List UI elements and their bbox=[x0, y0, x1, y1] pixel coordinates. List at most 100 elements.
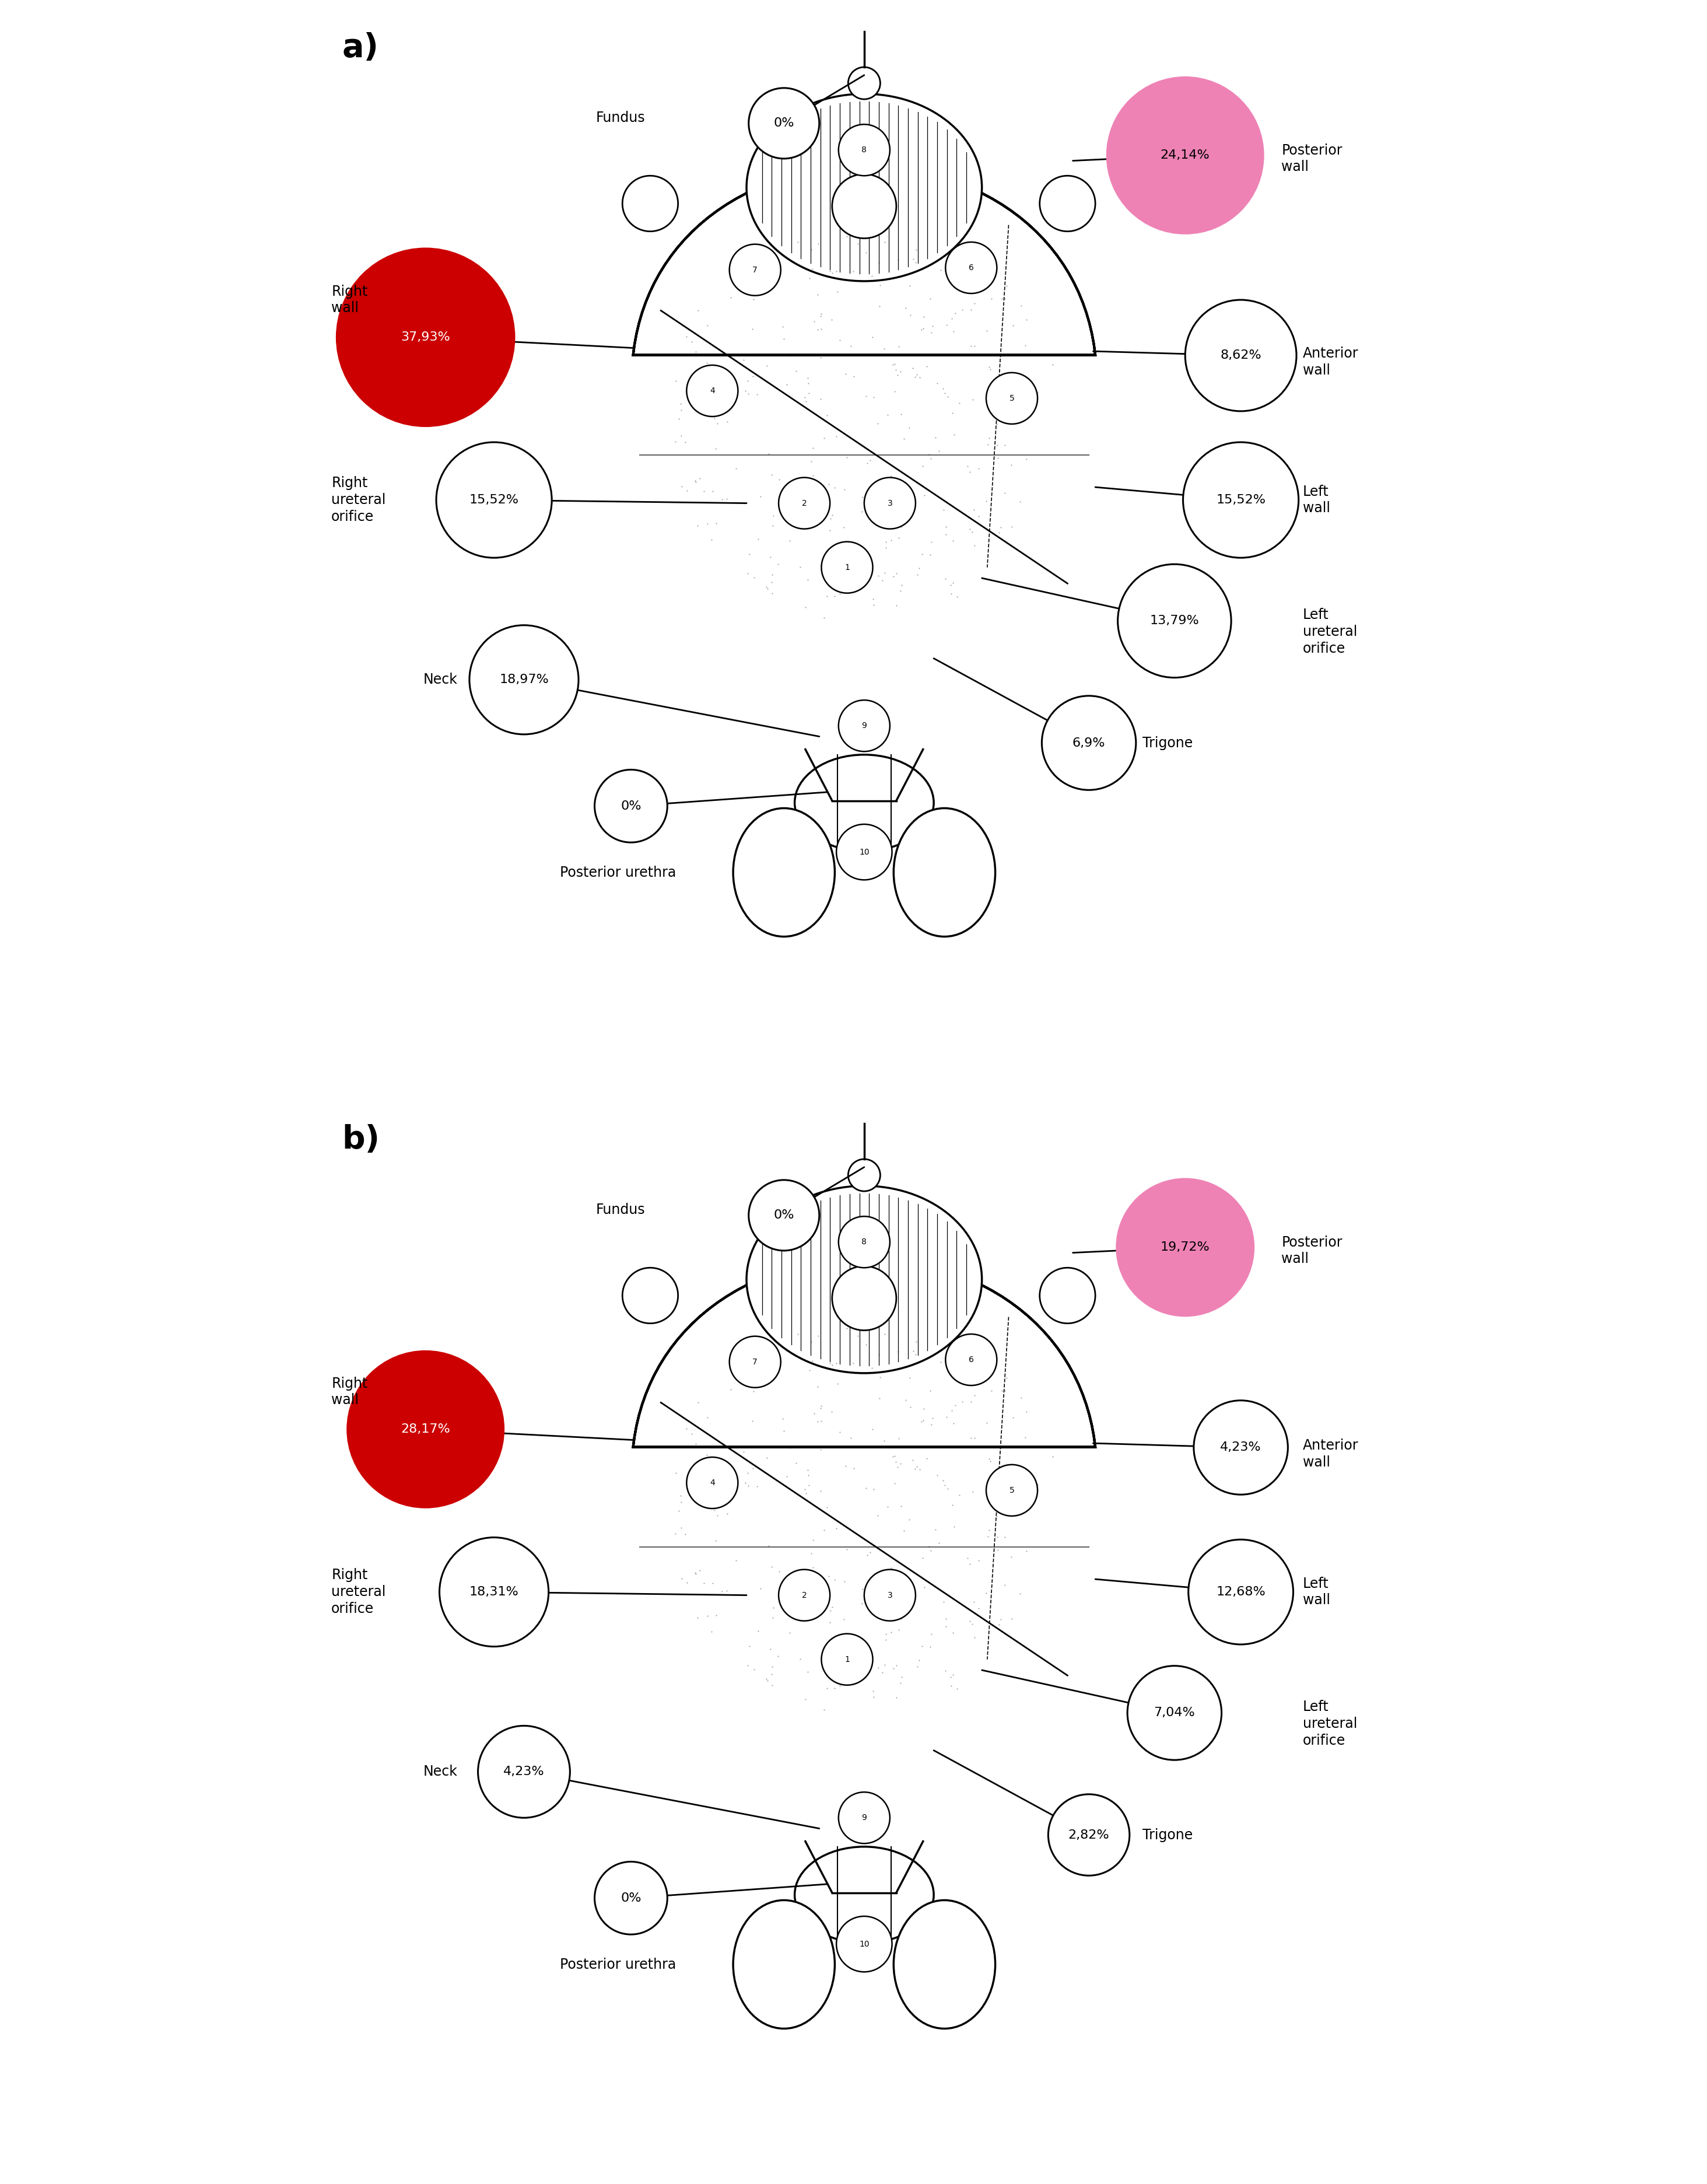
Text: Right
wall: Right wall bbox=[331, 1376, 367, 1406]
Text: 4: 4 bbox=[710, 1479, 715, 1487]
Circle shape bbox=[1127, 1666, 1222, 1760]
Circle shape bbox=[439, 1538, 548, 1647]
Circle shape bbox=[821, 1634, 872, 1686]
Circle shape bbox=[836, 823, 893, 880]
Circle shape bbox=[987, 1465, 1038, 1516]
Text: Posterior
wall: Posterior wall bbox=[1282, 1236, 1342, 1267]
Text: 9: 9 bbox=[862, 721, 867, 729]
Text: Left
wall: Left wall bbox=[1302, 1577, 1330, 1607]
Circle shape bbox=[729, 245, 780, 295]
Text: 15,52%: 15,52% bbox=[469, 494, 519, 507]
Polygon shape bbox=[633, 1258, 1096, 1448]
Circle shape bbox=[623, 1267, 678, 1324]
Circle shape bbox=[831, 1267, 896, 1330]
Text: 1: 1 bbox=[845, 563, 850, 572]
Circle shape bbox=[1040, 1267, 1096, 1324]
Text: 0%: 0% bbox=[773, 118, 794, 129]
Text: 24,14%: 24,14% bbox=[1161, 149, 1210, 162]
Text: 12,68%: 12,68% bbox=[1215, 1586, 1265, 1599]
Text: 0%: 0% bbox=[621, 799, 642, 812]
Text: Trigone: Trigone bbox=[1142, 736, 1193, 749]
Circle shape bbox=[848, 1160, 881, 1190]
Circle shape bbox=[594, 1861, 667, 1935]
Text: 1: 1 bbox=[845, 1655, 850, 1664]
Circle shape bbox=[838, 124, 889, 175]
Circle shape bbox=[778, 1570, 830, 1621]
Text: Left
ureteral
orifice: Left ureteral orifice bbox=[1302, 607, 1357, 655]
Circle shape bbox=[749, 87, 819, 159]
Ellipse shape bbox=[732, 808, 835, 937]
Circle shape bbox=[946, 1334, 997, 1385]
Text: Fundus: Fundus bbox=[596, 111, 645, 124]
Text: 8: 8 bbox=[862, 146, 867, 155]
Text: 2,82%: 2,82% bbox=[1069, 1828, 1110, 1841]
Circle shape bbox=[1048, 1795, 1130, 1876]
Circle shape bbox=[1183, 441, 1299, 557]
Circle shape bbox=[686, 1457, 737, 1509]
Text: Posterior
wall: Posterior wall bbox=[1282, 144, 1342, 175]
Ellipse shape bbox=[732, 1900, 835, 2029]
Ellipse shape bbox=[795, 756, 934, 852]
Text: Posterior urethra: Posterior urethra bbox=[560, 1957, 676, 1972]
Circle shape bbox=[831, 175, 896, 238]
Text: 4,23%: 4,23% bbox=[504, 1767, 545, 1778]
Text: Anterior
wall: Anterior wall bbox=[1302, 1439, 1359, 1470]
Text: Left
wall: Left wall bbox=[1302, 485, 1330, 515]
Circle shape bbox=[623, 175, 678, 232]
Circle shape bbox=[1193, 1400, 1287, 1494]
Circle shape bbox=[1116, 1179, 1253, 1317]
Text: a): a) bbox=[341, 33, 379, 63]
Circle shape bbox=[838, 701, 889, 751]
Text: 0%: 0% bbox=[621, 1891, 642, 1904]
Text: 6: 6 bbox=[968, 1356, 973, 1363]
Text: Right
ureteral
orifice: Right ureteral orifice bbox=[331, 476, 386, 524]
Text: 8,62%: 8,62% bbox=[1221, 349, 1261, 360]
Circle shape bbox=[749, 1179, 819, 1251]
Ellipse shape bbox=[746, 1186, 982, 1374]
Circle shape bbox=[1041, 697, 1135, 791]
Circle shape bbox=[1185, 299, 1296, 411]
Circle shape bbox=[864, 478, 915, 529]
Text: 2: 2 bbox=[802, 1592, 807, 1599]
Circle shape bbox=[987, 373, 1038, 424]
Ellipse shape bbox=[894, 808, 995, 937]
Text: 15,52%: 15,52% bbox=[1215, 494, 1265, 507]
Text: 19,72%: 19,72% bbox=[1161, 1241, 1210, 1254]
Text: 10: 10 bbox=[859, 847, 869, 856]
Circle shape bbox=[437, 441, 551, 557]
Text: Neck: Neck bbox=[423, 1765, 457, 1778]
Text: Trigone: Trigone bbox=[1142, 1828, 1193, 1841]
Text: 7: 7 bbox=[753, 266, 758, 273]
Text: 18,97%: 18,97% bbox=[498, 675, 548, 686]
Circle shape bbox=[336, 249, 514, 426]
Ellipse shape bbox=[746, 94, 982, 282]
Text: 3: 3 bbox=[888, 500, 893, 507]
Circle shape bbox=[686, 365, 737, 417]
Circle shape bbox=[1040, 175, 1096, 232]
Text: Right
wall: Right wall bbox=[331, 284, 367, 314]
Circle shape bbox=[1118, 563, 1231, 677]
Circle shape bbox=[864, 1570, 915, 1621]
Ellipse shape bbox=[795, 1848, 934, 1944]
Text: 5: 5 bbox=[1009, 1487, 1014, 1494]
Text: 13,79%: 13,79% bbox=[1151, 616, 1200, 627]
Text: 18,31%: 18,31% bbox=[469, 1586, 519, 1599]
Text: 2: 2 bbox=[802, 500, 807, 507]
Text: 6: 6 bbox=[968, 264, 973, 271]
Text: Anterior
wall: Anterior wall bbox=[1302, 347, 1359, 378]
Text: Left
ureteral
orifice: Left ureteral orifice bbox=[1302, 1699, 1357, 1747]
Circle shape bbox=[1108, 76, 1263, 234]
Text: 0%: 0% bbox=[773, 1210, 794, 1221]
Text: 4: 4 bbox=[710, 387, 715, 395]
Text: 5: 5 bbox=[1009, 395, 1014, 402]
Text: 28,17%: 28,17% bbox=[401, 1424, 451, 1435]
Circle shape bbox=[594, 769, 667, 843]
Circle shape bbox=[348, 1352, 504, 1507]
Text: 37,93%: 37,93% bbox=[401, 332, 451, 343]
Circle shape bbox=[838, 1216, 889, 1267]
Circle shape bbox=[778, 478, 830, 529]
Circle shape bbox=[848, 68, 881, 98]
Circle shape bbox=[836, 1915, 893, 1972]
Text: Fundus: Fundus bbox=[596, 1203, 645, 1216]
Text: 6,9%: 6,9% bbox=[1072, 736, 1106, 749]
